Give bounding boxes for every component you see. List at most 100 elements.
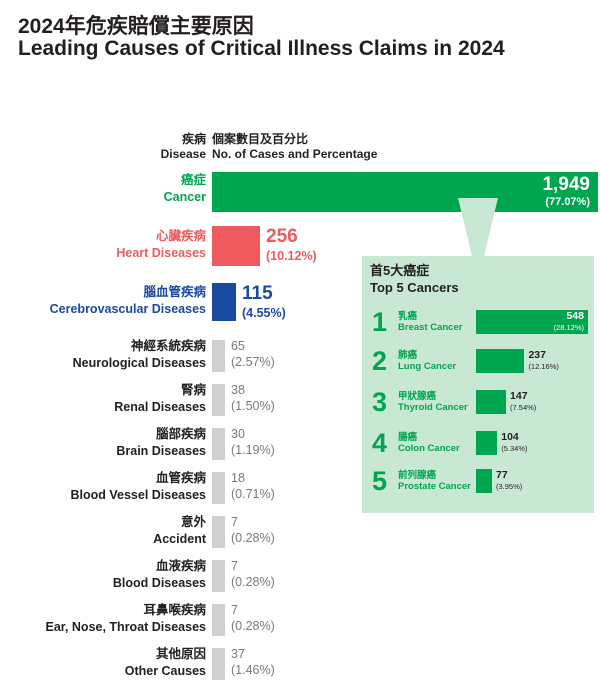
- row-label-zh: 血管疾病: [155, 471, 206, 485]
- panel-title-en: Top 5 Cancers: [370, 280, 459, 295]
- rank-number-4: 5: [372, 466, 388, 496]
- cancer-label-en: Colon Cancer: [398, 443, 460, 454]
- value-percent: (4.55%): [242, 306, 286, 320]
- row-label-en: Renal Diseases: [114, 400, 206, 414]
- cancer-label-zh: 乳癌: [398, 311, 418, 322]
- value-label-2: 115 (4.55%): [242, 283, 286, 321]
- value-number: 256: [266, 226, 298, 247]
- cancer-bar-0: [476, 310, 588, 334]
- row-label-8: 血液疾病 Blood Diseases: [113, 558, 206, 592]
- row-label-zh: 腦血管疾病: [143, 285, 206, 299]
- row-label-en: Cerebrovascular Diseases: [49, 302, 206, 316]
- value-number: 30: [231, 427, 245, 441]
- value-percent: (0.28%): [231, 619, 275, 633]
- top5-cancers-panel: 首5大癌症 Top 5 Cancers 1 乳癌 Breast Cancer 548(…: [362, 256, 594, 513]
- row-label-en: Accident: [153, 532, 206, 546]
- value-number: 7: [231, 559, 238, 573]
- rank-number-3: 4: [372, 428, 388, 458]
- value-percent: (0.71%): [231, 487, 275, 501]
- cancer-value-3: 104 (5.34%): [501, 432, 527, 454]
- cancer-value-number: 548: [566, 310, 584, 322]
- cancer-value-number: 147: [510, 390, 528, 402]
- value-number: 7: [231, 603, 238, 617]
- page-title-zh: 2024年危疾賠償主要原因: [18, 15, 254, 38]
- cancer-label-zh: 前列腺癌: [398, 470, 437, 481]
- bar-0: [212, 172, 598, 212]
- value-label-8: 7 (0.28%): [231, 558, 275, 590]
- row-label-en: Heart Diseases: [116, 246, 206, 260]
- cancer-label-zh: 腸癌: [398, 432, 418, 443]
- cancer-bar-2: [476, 390, 507, 414]
- row-label-en: Other Causes: [124, 664, 206, 678]
- row-label-zh: 其他原因: [155, 647, 206, 661]
- bar-1: [212, 226, 260, 266]
- bar-4: [212, 384, 225, 416]
- bar-2: [212, 283, 236, 321]
- row-label-zh: 血液疾病: [155, 559, 206, 573]
- cancer-value-0: 548 (28.12%): [476, 311, 584, 333]
- row-label-9: 耳鼻喉疾病 Ear, Nose, Throat Diseases: [46, 602, 207, 636]
- header-cases-zh: 個案數目及百分比: [212, 132, 309, 146]
- cancer-value-percent: (7.54%): [510, 403, 537, 412]
- value-number: 38: [231, 383, 245, 397]
- row-label-3: 神經系統疾病 Neurological Diseases: [73, 338, 206, 372]
- value-label-7: 7 (0.28%): [231, 514, 275, 546]
- row-label-2: 腦血管疾病 Cerebrovascular Diseases: [50, 284, 206, 318]
- row-label-7: 意外 Accident: [153, 514, 206, 548]
- value-percent: (1.19%): [231, 443, 275, 457]
- row-label-zh: 癌症: [180, 173, 206, 187]
- bar-5: [212, 428, 225, 460]
- cancer-label-en: Prostate Cancer: [398, 481, 471, 492]
- row-label-zh: 心臟疾病: [155, 229, 206, 243]
- row-label-en: Blood Diseases: [112, 576, 206, 590]
- row-label-en: Cancer: [163, 190, 206, 204]
- row-label-en: Blood Vessel Diseases: [70, 488, 207, 502]
- cancer-value-percent: (12.16%): [528, 362, 559, 371]
- bar-7: [212, 516, 225, 548]
- header-disease-en: Disease: [160, 147, 206, 161]
- cancer-label-2: 甲狀腺癌 Thyroid Cancer: [398, 391, 468, 413]
- cancer-label-zh: 甲狀腺癌: [398, 391, 437, 402]
- row-label-4: 腎病 Renal Diseases: [114, 382, 206, 416]
- header-cases-en: No. of Cases and Percentage: [212, 147, 378, 161]
- cancer-label-zh: 肺癌: [398, 350, 418, 361]
- value-percent: (0.28%): [231, 531, 275, 545]
- row-label-0: 癌症 Cancer: [164, 172, 206, 206]
- page-title-en: Leading Causes of Critical Illness Claim…: [18, 37, 505, 60]
- value-percent: (0.28%): [231, 575, 275, 589]
- value-number: 115: [242, 283, 273, 304]
- row-label-zh: 腎病: [180, 383, 206, 397]
- cancer-label-3: 腸癌 Colon Cancer: [398, 432, 460, 454]
- row-label-zh: 意外: [180, 515, 206, 529]
- value-label-9: 7 (0.28%): [231, 602, 275, 634]
- rank-number-0: 1: [372, 307, 388, 337]
- panel-title-zh: 首5大癌症: [370, 263, 430, 278]
- row-label-1: 心臟疾病 Heart Diseases: [116, 228, 206, 262]
- header-disease-zh: 疾病: [181, 132, 206, 146]
- value-label-4: 38 (1.50%): [231, 382, 275, 414]
- cancer-label-en: Lung Cancer: [398, 361, 457, 372]
- rank-number-2: 3: [372, 387, 388, 417]
- cancer-bar-4: [476, 469, 492, 493]
- cancer-value-2: 147 (7.54%): [510, 391, 536, 413]
- cancer-value-number: 104: [501, 431, 519, 443]
- value-number: 18: [231, 471, 245, 485]
- row-label-zh: 耳鼻喉疾病: [143, 603, 206, 617]
- value-label-0: 1,949 (77.07%): [212, 174, 590, 208]
- bar-6: [212, 472, 225, 504]
- panel-title: 首5大癌症 Top 5 Cancers: [370, 262, 459, 296]
- cancer-label-en: Breast Cancer: [398, 322, 463, 333]
- value-percent: (10.12%): [266, 249, 317, 263]
- cancer-label-0: 乳癌 Breast Cancer: [398, 311, 462, 333]
- cancer-label-4: 前列腺癌 Prostate Cancer: [398, 470, 471, 492]
- cancer-label-en: Thyroid Cancer: [398, 402, 468, 413]
- value-label-5: 30 (1.19%): [231, 426, 275, 458]
- cancer-bar-1: [476, 349, 525, 373]
- bar-9: [212, 604, 225, 636]
- cancer-value-4: 77 (3.95%): [496, 470, 522, 492]
- row-label-10: 其他原因 Other Causes: [125, 646, 206, 680]
- panel-pointer: [458, 198, 498, 256]
- bar-3: [212, 340, 225, 372]
- cancer-value-number: 237: [528, 349, 546, 361]
- row-label-en: Neurological Diseases: [72, 356, 206, 370]
